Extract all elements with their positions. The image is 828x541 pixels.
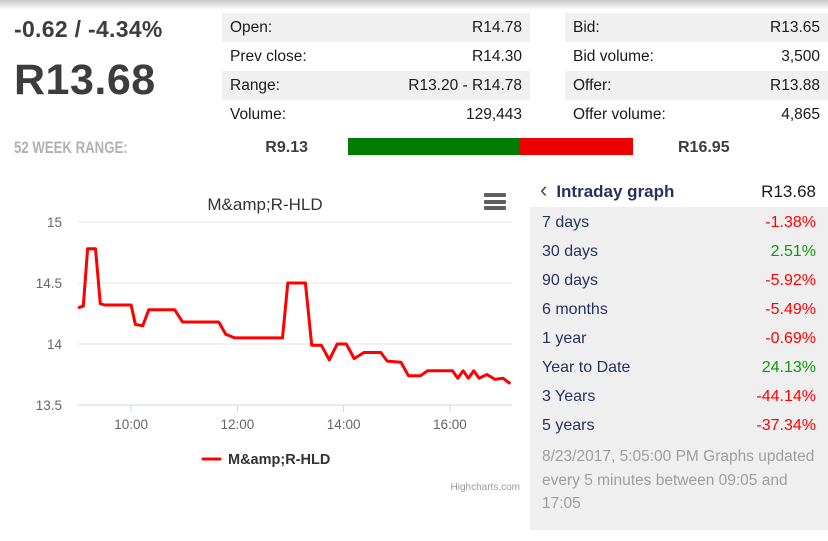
hamburger-bar — [484, 193, 506, 197]
week52-bar-red-segment — [519, 138, 633, 155]
period-row-90-days[interactable]: 90 days -5.92% — [530, 266, 828, 295]
x-axis-tick-label: 12:00 — [220, 417, 254, 432]
price-block: -0.62 / -4.34% R13.68 — [0, 13, 222, 129]
quote-row-label: Bid volume: — [573, 48, 654, 65]
period-row-30-days[interactable]: 30 days 2.51% — [530, 237, 828, 266]
performance-panel: ‹ Intraday graph R13.68 7 days -1.38% 30 d… — [530, 176, 828, 530]
quote-row-value: R13.65 — [770, 19, 820, 36]
quote-row-label: Open: — [230, 19, 273, 36]
y-axis-tick-label: 13.5 — [36, 398, 62, 413]
quote-row: Offer: R13.88 — [565, 71, 828, 100]
period-row-6-months[interactable]: 6 months -5.49% — [530, 295, 828, 324]
period-change-value: -1.38% — [765, 214, 816, 231]
quote-row-label: Offer volume: — [573, 106, 666, 123]
period-change-value: -5.49% — [765, 301, 816, 318]
y-axis-tick-label: 14 — [47, 337, 63, 352]
quote-row: Offer volume: 4,865 — [565, 100, 828, 129]
quote-row-value: R13.20 - R14.78 — [408, 77, 522, 94]
period-label: 3 Years — [542, 388, 596, 405]
chart-title: M&amp;R-HLD — [207, 195, 322, 214]
intraday-chart: M&amp;R-HLD 13.5 14 14.5 15 10:00 12:00 14:00 16… — [0, 170, 530, 515]
quote-row-value: R13.88 — [770, 77, 820, 94]
quote-row-value: 129,443 — [465, 106, 522, 123]
quote-row: Prev close: R14.30 — [222, 42, 530, 71]
quote-row: Open: R14.78 — [222, 13, 530, 42]
period-label: Year to Date — [542, 359, 631, 376]
panel-price: R13.68 — [761, 181, 816, 201]
legend-label[interactable]: M&amp;R-HLD — [228, 452, 330, 468]
update-note: 8/23/2017, 5:05:00 PM Graphs updated eve… — [542, 448, 815, 513]
week52-range-row: 52 WEEK RANGE: R9.13 R16.95 — [0, 130, 828, 168]
week52-high-value: R16.95 — [678, 139, 730, 156]
period-label: 7 days — [542, 214, 590, 231]
period-label: 5 years — [542, 417, 595, 434]
panel-title[interactable]: Intraday graph — [556, 181, 675, 201]
quote-row-label: Prev close: — [230, 48, 307, 65]
back-chevron-icon[interactable]: ‹ — [540, 177, 548, 202]
quote-row-label: Offer: — [573, 77, 612, 94]
period-change-value: -44.14% — [756, 388, 816, 405]
hamburger-bar — [484, 206, 506, 210]
week52-range-bar — [348, 138, 633, 155]
quote-row-value: 4,865 — [781, 106, 820, 123]
x-axis-tick-label: 16:00 — [433, 417, 467, 432]
period-label: 6 months — [542, 301, 608, 318]
period-row-7-days[interactable]: 7 days -1.38% — [530, 208, 828, 237]
period-label: 1 year — [542, 330, 587, 347]
quote-row: Bid: R13.65 — [565, 13, 828, 42]
quote-row-label: Bid: — [573, 19, 600, 36]
week52-low-value: R9.13 — [265, 139, 308, 156]
chart-canvas: M&amp;R-HLD 13.5 14 14.5 15 10:00 12:00 14:00 16… — [36, 195, 520, 493]
period-row-5-years[interactable]: 5 years -37.34% — [530, 411, 828, 440]
quote-row: Volume: 129,443 — [222, 100, 530, 129]
chart-context-menu-icon[interactable] — [484, 193, 506, 213]
y-axis-tick-label: 15 — [47, 215, 62, 230]
quote-row-value: R14.78 — [472, 19, 522, 36]
period-change-value: -37.34% — [756, 417, 816, 434]
period-label: 30 days — [542, 243, 599, 260]
period-change-value: -5.92% — [765, 272, 816, 289]
quote-section: -0.62 / -4.34% R13.68 Open: R14.78 Prev cl… — [0, 0, 828, 129]
quote-row: Bid volume: 3,500 — [565, 42, 828, 71]
period-change-value: -0.69% — [765, 330, 816, 347]
performance-list: 7 days -1.38% 30 days 2.51% 90 days -5.92% 6 m… — [530, 207, 828, 530]
period-change-value: 2.51% — [770, 243, 816, 260]
week52-bar-green-segment — [348, 138, 519, 155]
quote-row-label: Volume: — [230, 106, 287, 123]
period-row-3-years[interactable]: 3 Years -44.14% — [530, 382, 828, 411]
y-axis-tick-label: 14.5 — [36, 276, 62, 291]
quote-row: Range: R13.20 - R14.78 — [222, 71, 530, 100]
period-label: 90 days — [542, 272, 599, 289]
period-row-year-to-date[interactable]: Year to Date 24.13% — [530, 353, 828, 382]
quote-row-value: R14.30 — [472, 48, 522, 65]
x-axis-tick-label: 10:00 — [114, 417, 148, 432]
quote-table-left: Open: R14.78 Prev close: R14.30 Range: R13.20… — [222, 13, 530, 129]
period-row-1-year[interactable]: 1 year -0.69% — [530, 324, 828, 353]
week52-label: 52 WEEK RANGE: — [14, 139, 128, 157]
highcharts-credit[interactable]: Highcharts.com — [451, 482, 520, 493]
period-change-value: 24.13% — [761, 359, 816, 376]
quote-row-label: Range: — [230, 77, 280, 94]
quote-table-right: Bid: R13.65 Bid volume: 3,500 Offer: R13.88 Of… — [565, 13, 828, 129]
quote-row-value: 3,500 — [781, 48, 820, 65]
hamburger-bar — [484, 199, 506, 204]
current-price: R13.68 — [14, 56, 156, 104]
panel-header: ‹ Intraday graph R13.68 — [530, 176, 828, 207]
price-change: -0.62 / -4.34% — [14, 16, 163, 42]
price-line-series — [77, 247, 511, 385]
x-axis-tick-label: 14:00 — [327, 417, 361, 432]
